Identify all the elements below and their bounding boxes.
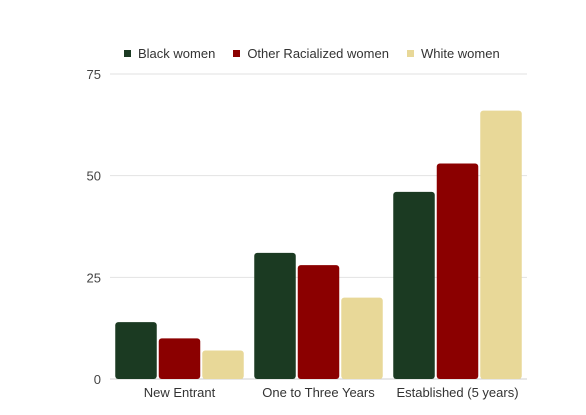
y-tick-label-25: 25 [87, 270, 101, 285]
legend-item-black-women: Black women [124, 46, 215, 61]
y-tick-label-75: 75 [87, 67, 101, 82]
bar-white-women-one-to-three-years [341, 297, 383, 379]
chart-legend: Black women Other Racialized women White… [124, 46, 500, 61]
bar-white-women-new-entrant [202, 350, 244, 379]
legend-label-white-women: White women [420, 46, 500, 61]
bar-white-women-established-5-years [480, 110, 522, 379]
x-tick-label-established-5-years: Established (5 years) [396, 385, 518, 400]
bar-other-racialized-women-one-to-three-years [297, 265, 340, 379]
bars [115, 110, 522, 379]
x-axis-ticks: New Entrant One to Three Years Established… [144, 385, 519, 400]
legend-swatch-other-racialized-women [233, 50, 241, 57]
legend-swatch-black-women [124, 50, 131, 57]
legend-item-other-racialized-women: Other Racialized women [233, 46, 389, 61]
legend-item-white-women: White women [406, 46, 500, 61]
bar-other-racialized-women-new-entrant [158, 338, 201, 379]
legend-label-other-racialized-women: Other Racialized women [247, 46, 389, 61]
legend-swatch-white-women [406, 50, 414, 57]
bar-black-women-new-entrant [115, 322, 157, 379]
y-axis-ticks: 0 25 50 75 [87, 67, 101, 387]
bar-black-women-established-5-years [393, 191, 435, 379]
legend-label-black-women: Black women [138, 46, 216, 61]
y-tick-label-50: 50 [87, 169, 101, 184]
y-tick-label-0: 0 [94, 372, 101, 387]
bar-black-women-one-to-three-years [254, 252, 296, 379]
bar-other-racialized-women-established-5-years [436, 163, 479, 379]
x-tick-label-new-entrant: New Entrant [144, 385, 216, 400]
x-tick-label-one-to-three-years: One to Three Years [262, 385, 375, 400]
